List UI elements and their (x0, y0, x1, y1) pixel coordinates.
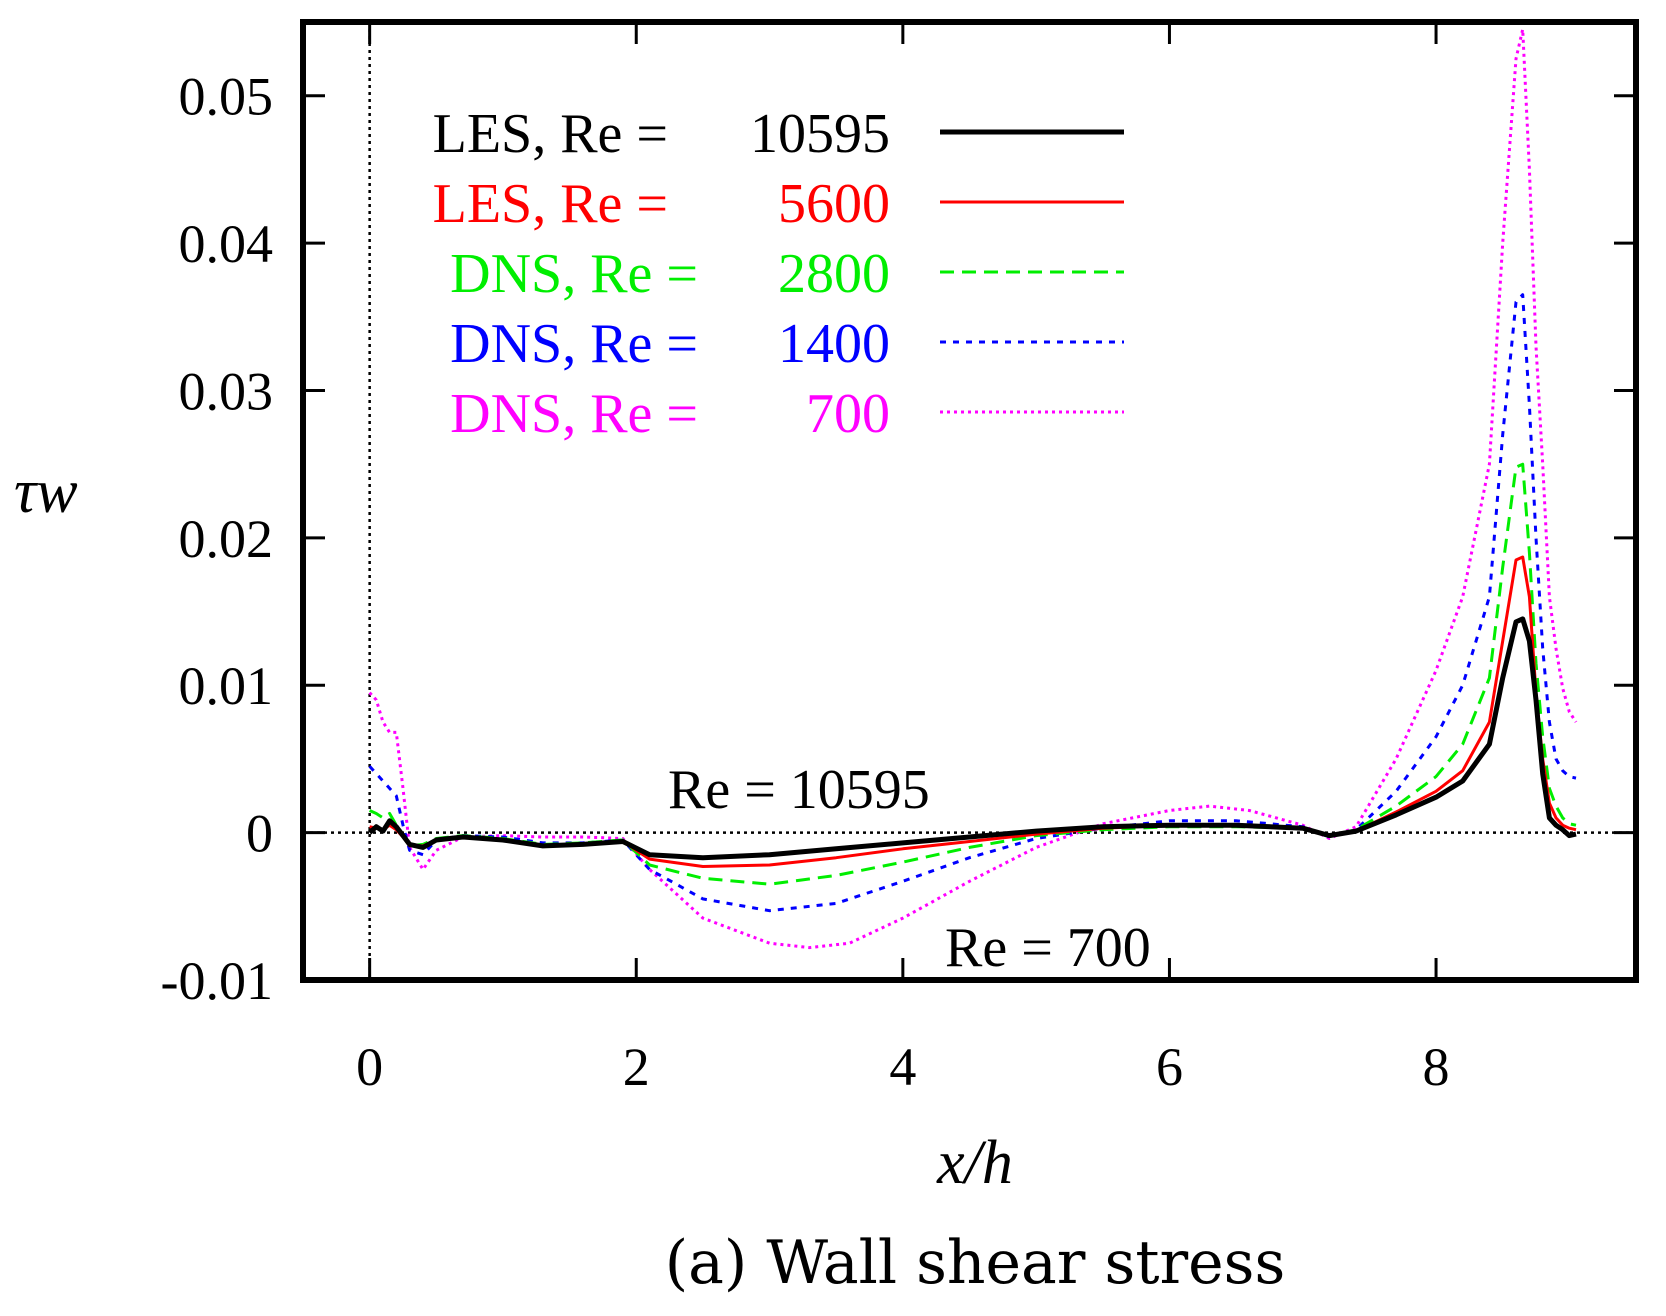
series-line-1 (367, 616, 1577, 861)
legend-entry-les-10595-prefix: LES, Re = (433, 103, 668, 165)
legend: LES, Re = 10595 LES, Re = 5600 DNS, Re =… (433, 103, 1124, 445)
x-tick-label: 2 (623, 1037, 650, 1097)
y-tick-label: 0 (246, 804, 273, 864)
x-tick-label: 0 (356, 1037, 383, 1097)
series-line-5 (368, 27, 1578, 950)
plot-frame (300, 19, 1639, 983)
legend-entry-dns-700-value: 700 (806, 383, 890, 445)
series-layer (367, 27, 1578, 950)
ticks-layer: -0.01 0 0.01 0.02 0.03 0.04 0.05 0 2 4 6 8 (161, 22, 1636, 1097)
legend-entry-dns-1400-prefix: DNS, Re = (450, 313, 698, 375)
series-line-2 (369, 555, 1577, 868)
legend-entry-dns-1400-value: 1400 (778, 313, 890, 375)
y-tick-label: 0.01 (179, 656, 274, 716)
legend-entry-les-5600-value: 5600 (778, 173, 890, 235)
legend-entry-les-10595-value: 10595 (750, 103, 890, 165)
legend-entry-dns-700-prefix: DNS, Re = (450, 383, 698, 445)
annotation-re-10595: Re = 10595 (668, 759, 930, 821)
y-tick-label: 0.05 (179, 67, 274, 127)
y-tick-label: 0.03 (179, 361, 274, 421)
x-tick-label: 4 (889, 1037, 916, 1097)
x-tick-label: 6 (1156, 1037, 1183, 1097)
y-tick-label: -0.01 (161, 951, 273, 1011)
legend-entry-les-5600-prefix: LES, Re = (433, 173, 668, 235)
figure-caption: (a) Wall shear stress (665, 1228, 1285, 1298)
reference-lines (303, 22, 1636, 980)
legend-entry-dns-2800-value: 2800 (778, 243, 890, 305)
x-tick-label: 8 (1423, 1037, 1450, 1097)
y-tick-label: 0.04 (179, 214, 274, 274)
y-tick-label: 0.02 (179, 509, 274, 569)
y-axis-label: τw (14, 458, 78, 526)
legend-swatches (940, 129, 1124, 414)
legend-entry-dns-2800-prefix: DNS, Re = (450, 243, 698, 305)
annotation-re-700: Re = 700 (945, 917, 1151, 979)
x-axis-label: x/h (936, 1129, 1013, 1197)
series-line-3 (368, 462, 1577, 886)
